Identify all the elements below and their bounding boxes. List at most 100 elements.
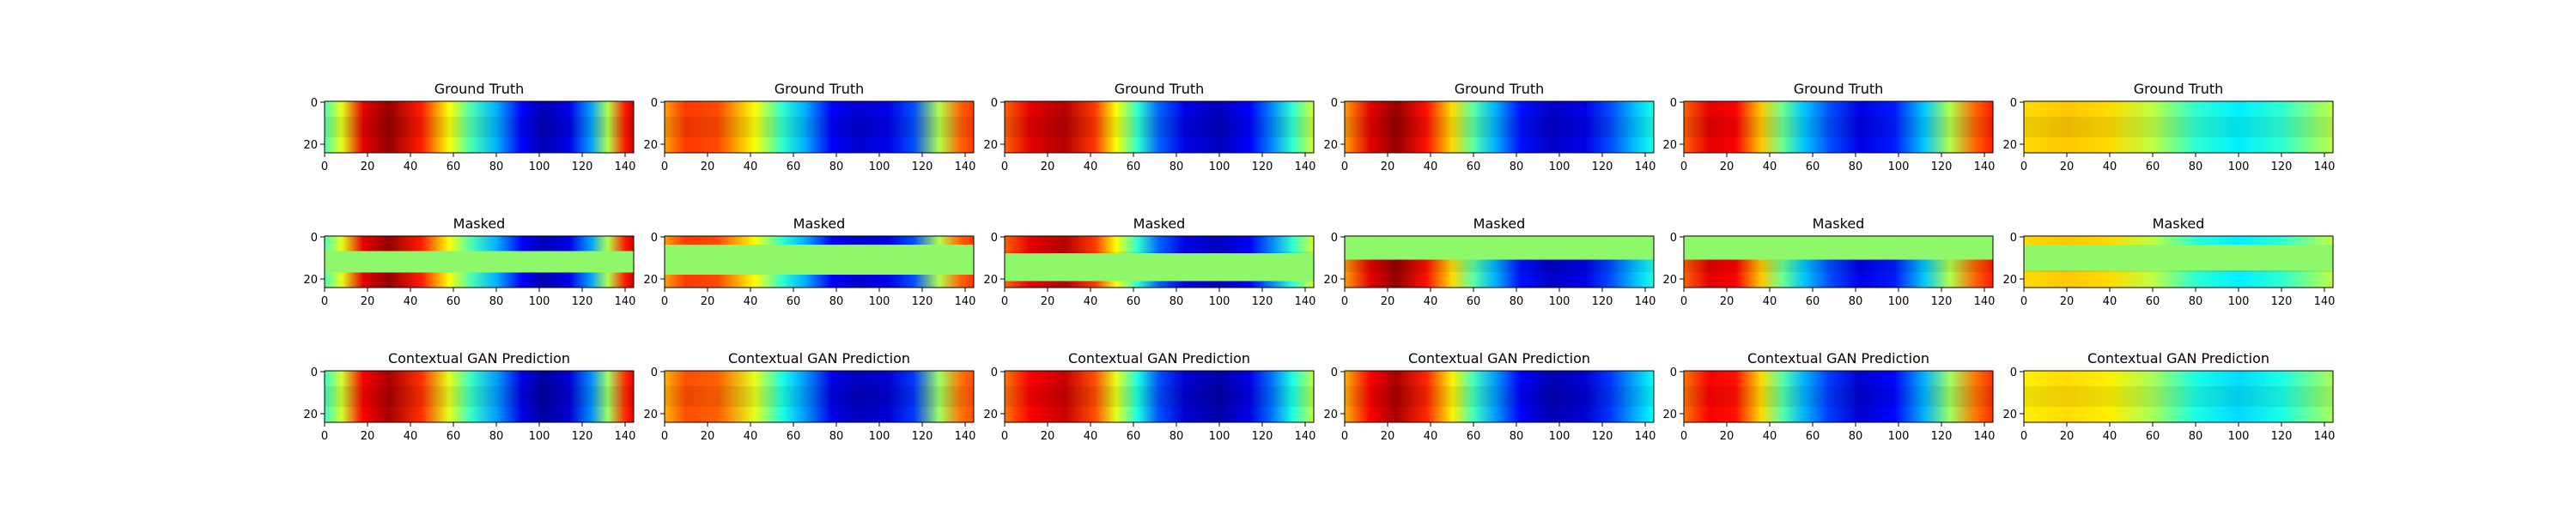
x-tick-label: 80	[1849, 295, 1863, 308]
y-tick-label: 0	[991, 232, 998, 245]
x-tick-label: 120	[1592, 161, 1613, 173]
x-tick-label: 100	[1209, 430, 1230, 443]
heatmap-field	[665, 101, 974, 153]
y-tick-label: 20	[643, 409, 658, 421]
x-tick-label: 40	[404, 430, 418, 443]
x-tick-label: 60	[1127, 295, 1141, 308]
x-tick-label: 140	[1635, 161, 1656, 173]
x-tick-label: 60	[1467, 161, 1481, 173]
x-tick-label: 80	[1510, 161, 1524, 173]
x-tick-label: 0	[1341, 161, 1348, 173]
x-tick-label: 0	[321, 430, 328, 443]
y-tick-label: 20	[1662, 139, 1677, 152]
y-tick-label: 20	[303, 409, 318, 421]
x-tick-label: 140	[955, 161, 976, 173]
x-tick-label: 20	[1720, 161, 1735, 173]
x-tick-label: 60	[447, 430, 461, 443]
x-tick-label: 0	[321, 295, 328, 308]
x-tick-label: 60	[787, 161, 801, 173]
x-tick-label: 80	[1170, 295, 1184, 308]
y-tick-label: 0	[2010, 232, 2017, 245]
panel-title: Masked	[1133, 215, 1186, 232]
x-tick-label: 140	[1295, 161, 1316, 173]
heatmap-core-shade	[1684, 386, 1993, 407]
x-tick-label: 60	[1806, 295, 1820, 308]
y-tick-label: 20	[2002, 139, 2017, 152]
heatmap-field	[1345, 371, 1654, 422]
x-tick-label: 40	[1763, 295, 1777, 308]
y-tick-label: 0	[1331, 97, 1338, 110]
y-tick-label: 20	[1323, 274, 1338, 287]
x-tick-label: 60	[1127, 430, 1141, 443]
x-tick-label: 20	[1041, 295, 1055, 308]
y-tick-label: 0	[2010, 367, 2017, 379]
x-tick-label: 40	[1084, 295, 1098, 308]
x-tick-label: 120	[1252, 430, 1273, 443]
y-tick-label: 20	[643, 139, 658, 152]
y-tick-label: 20	[643, 274, 658, 287]
x-tick-label: 100	[2228, 295, 2250, 308]
x-tick-label: 80	[1170, 430, 1184, 443]
x-tick-label: 0	[2020, 295, 2027, 308]
x-tick-label: 20	[701, 295, 715, 308]
x-tick-label: 0	[321, 161, 328, 173]
x-tick-label: 100	[1549, 430, 1571, 443]
axes-frame	[2023, 235, 2334, 288]
x-tick-label: 140	[2314, 430, 2336, 443]
x-tick-label: 0	[1001, 430, 1008, 443]
panel-title: Masked	[1473, 215, 1526, 232]
x-tick-label: 60	[2146, 430, 2160, 443]
x-tick-label: 20	[361, 161, 375, 173]
axes-frame	[324, 100, 635, 154]
panel-title: Masked	[2153, 215, 2205, 232]
heatmap-field	[1684, 101, 1993, 153]
y-tick-label: 0	[991, 367, 998, 379]
heatmap-core-shade	[1345, 386, 1654, 407]
x-tick-label: 60	[1806, 430, 1820, 443]
panel-title: Ground Truth	[775, 81, 865, 97]
x-tick-label: 0	[2020, 161, 2027, 173]
panel-title: Ground Truth	[1455, 81, 1545, 97]
axes-frame	[324, 235, 635, 288]
x-tick-label: 100	[1888, 161, 1910, 173]
x-tick-label: 0	[1341, 430, 1348, 443]
axes-frame	[664, 100, 975, 154]
x-tick-label: 40	[2103, 430, 2117, 443]
panel-title: Ground Truth	[1794, 81, 1884, 97]
mask-band	[1684, 236, 1993, 260]
x-tick-label: 140	[955, 295, 976, 308]
x-tick-label: 0	[1680, 295, 1687, 308]
x-tick-label: 60	[1467, 295, 1481, 308]
x-tick-label: 20	[1041, 161, 1055, 173]
panel-title: Contextual GAN Prediction	[1068, 350, 1250, 367]
heatmap-field	[325, 371, 634, 422]
x-tick-label: 0	[1001, 161, 1008, 173]
x-tick-label: 80	[489, 295, 504, 308]
x-tick-label: 120	[2271, 161, 2293, 173]
y-tick-label: 0	[311, 97, 318, 110]
x-tick-label: 40	[1763, 161, 1777, 173]
x-tick-label: 20	[1381, 430, 1395, 443]
x-tick-label: 140	[1974, 161, 1996, 173]
x-tick-label: 100	[1888, 430, 1910, 443]
panel-title: Contextual GAN Prediction	[1408, 350, 1590, 367]
axes-frame	[1683, 235, 1994, 288]
x-tick-label: 100	[2228, 430, 2250, 443]
x-tick-label: 140	[1295, 430, 1316, 443]
x-tick-label: 140	[615, 161, 636, 173]
x-tick-label: 100	[869, 161, 890, 173]
panel-title: Contextual GAN Prediction	[728, 350, 910, 367]
y-tick-label: 0	[991, 97, 998, 110]
panel-title: Contextual GAN Prediction	[1747, 350, 1929, 367]
y-tick-label: 20	[983, 274, 998, 287]
y-tick-label: 0	[1670, 232, 1677, 245]
x-tick-label: 40	[744, 430, 758, 443]
x-tick-label: 60	[787, 295, 801, 308]
